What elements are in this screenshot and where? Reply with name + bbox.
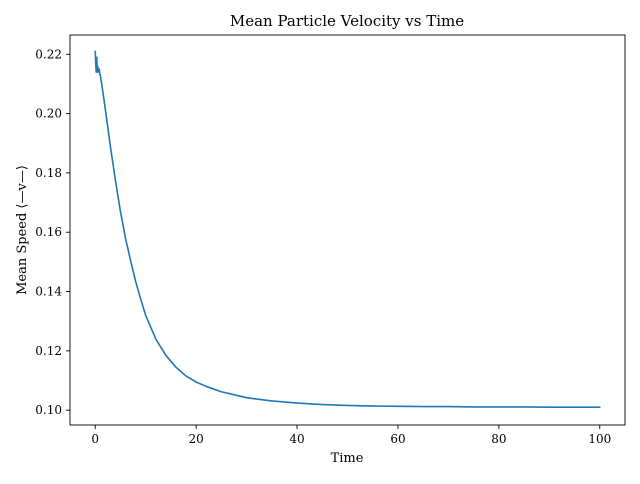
plot-area-frame (69, 34, 626, 426)
y-tick-label: 0.16 (35, 225, 62, 239)
x-tick-label: 40 (289, 432, 304, 446)
x-tick-label: 0 (91, 432, 99, 446)
y-tick-label: 0.10 (35, 403, 62, 417)
x-tick-label: 80 (491, 432, 506, 446)
x-axis-label: Time (331, 451, 364, 466)
x-tick-label: 60 (390, 432, 405, 446)
chart-title: Mean Particle Velocity vs Time (230, 12, 464, 30)
y-tick-label: 0.18 (35, 166, 62, 180)
x-tick-label: 100 (588, 432, 611, 446)
y-axis-label: Mean Speed ⟨—v—⟩ (15, 165, 30, 295)
series-line-mean-speed (94, 50, 601, 409)
y-tick-label: 0.14 (35, 285, 62, 299)
y-tick-label: 0.12 (35, 344, 62, 358)
y-tick-label: 0.20 (35, 107, 62, 121)
x-tick-label: 20 (188, 432, 203, 446)
x-axis-ticks: 0 20 40 60 80 100 (91, 425, 611, 446)
y-tick-label: 0.22 (35, 47, 62, 61)
y-axis-ticks: 0.10 0.12 0.14 0.16 0.18 0.20 0.22 (35, 47, 70, 417)
